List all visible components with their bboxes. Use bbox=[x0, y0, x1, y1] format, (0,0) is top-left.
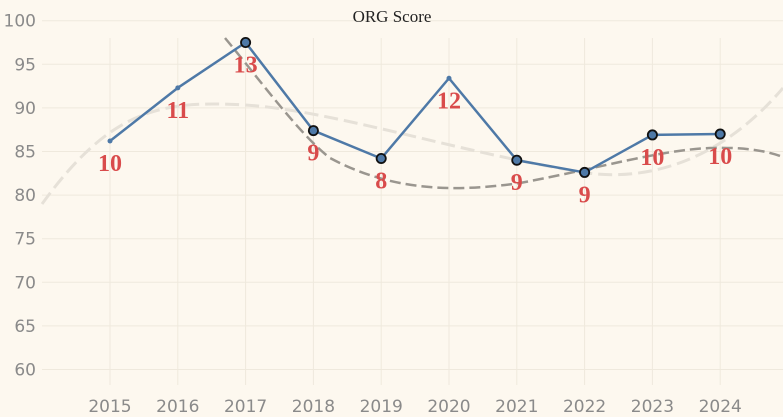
trendline-dark bbox=[224, 37, 783, 190]
y-tick-label: 65 bbox=[14, 317, 36, 337]
y-tick-label: 70 bbox=[14, 273, 36, 293]
data-point-marker bbox=[714, 128, 726, 140]
x-tick-label: 2022 bbox=[563, 397, 606, 417]
y-tick-label: 80 bbox=[14, 186, 36, 206]
gridlines bbox=[42, 20, 783, 385]
y-tick-label: 100 bbox=[4, 12, 36, 32]
y-tick-label: 60 bbox=[14, 361, 36, 381]
x-tick-label: 2018 bbox=[292, 397, 335, 417]
data-label: 11 bbox=[166, 98, 189, 124]
x-tick-label: 2023 bbox=[631, 397, 674, 417]
data-label: 13 bbox=[234, 53, 258, 79]
data-point-marker bbox=[579, 166, 591, 178]
x-tick-label: 2015 bbox=[88, 397, 131, 417]
y-tick-label: 85 bbox=[14, 143, 36, 163]
chart-title: ORG Score bbox=[353, 7, 432, 26]
data-point bbox=[175, 85, 181, 91]
axis-labels: 60 65 70 75 80 85 90 95 100 2015 2016 2017 2018 2019 2… bbox=[4, 12, 742, 417]
trendline-light bbox=[40, 87, 783, 205]
x-tick-label: 2017 bbox=[224, 397, 267, 417]
data-point-marker bbox=[646, 129, 658, 141]
series-layer: 10 11 13 9 8 12 9 9 10 10 bbox=[98, 37, 732, 208]
data-point-marker bbox=[511, 154, 523, 166]
y-tick-label: 90 bbox=[14, 99, 36, 119]
x-tick-label: 2019 bbox=[360, 397, 403, 417]
data-label: 12 bbox=[437, 88, 461, 114]
x-tick-label: 2021 bbox=[495, 397, 538, 417]
data-label: 10 bbox=[708, 144, 732, 170]
data-point-marker bbox=[375, 152, 387, 164]
y-tick-label: 95 bbox=[14, 55, 36, 75]
data-label: 8 bbox=[375, 168, 387, 194]
x-tick-label: 2024 bbox=[699, 397, 742, 417]
trendlines bbox=[40, 37, 783, 205]
series-line bbox=[109, 41, 721, 174]
data-label: 9 bbox=[579, 182, 591, 208]
x-tick-label: 2016 bbox=[156, 397, 199, 417]
data-label: 10 bbox=[640, 145, 664, 171]
data-label: 10 bbox=[98, 151, 122, 177]
y-tick-label: 75 bbox=[14, 230, 36, 250]
x-tick-label: 2020 bbox=[427, 397, 470, 417]
data-point-marker bbox=[240, 37, 252, 49]
data-label: 9 bbox=[511, 170, 523, 196]
data-point bbox=[107, 138, 113, 144]
data-point-marker bbox=[307, 125, 319, 137]
data-point bbox=[446, 75, 452, 81]
data-label: 9 bbox=[307, 141, 319, 167]
